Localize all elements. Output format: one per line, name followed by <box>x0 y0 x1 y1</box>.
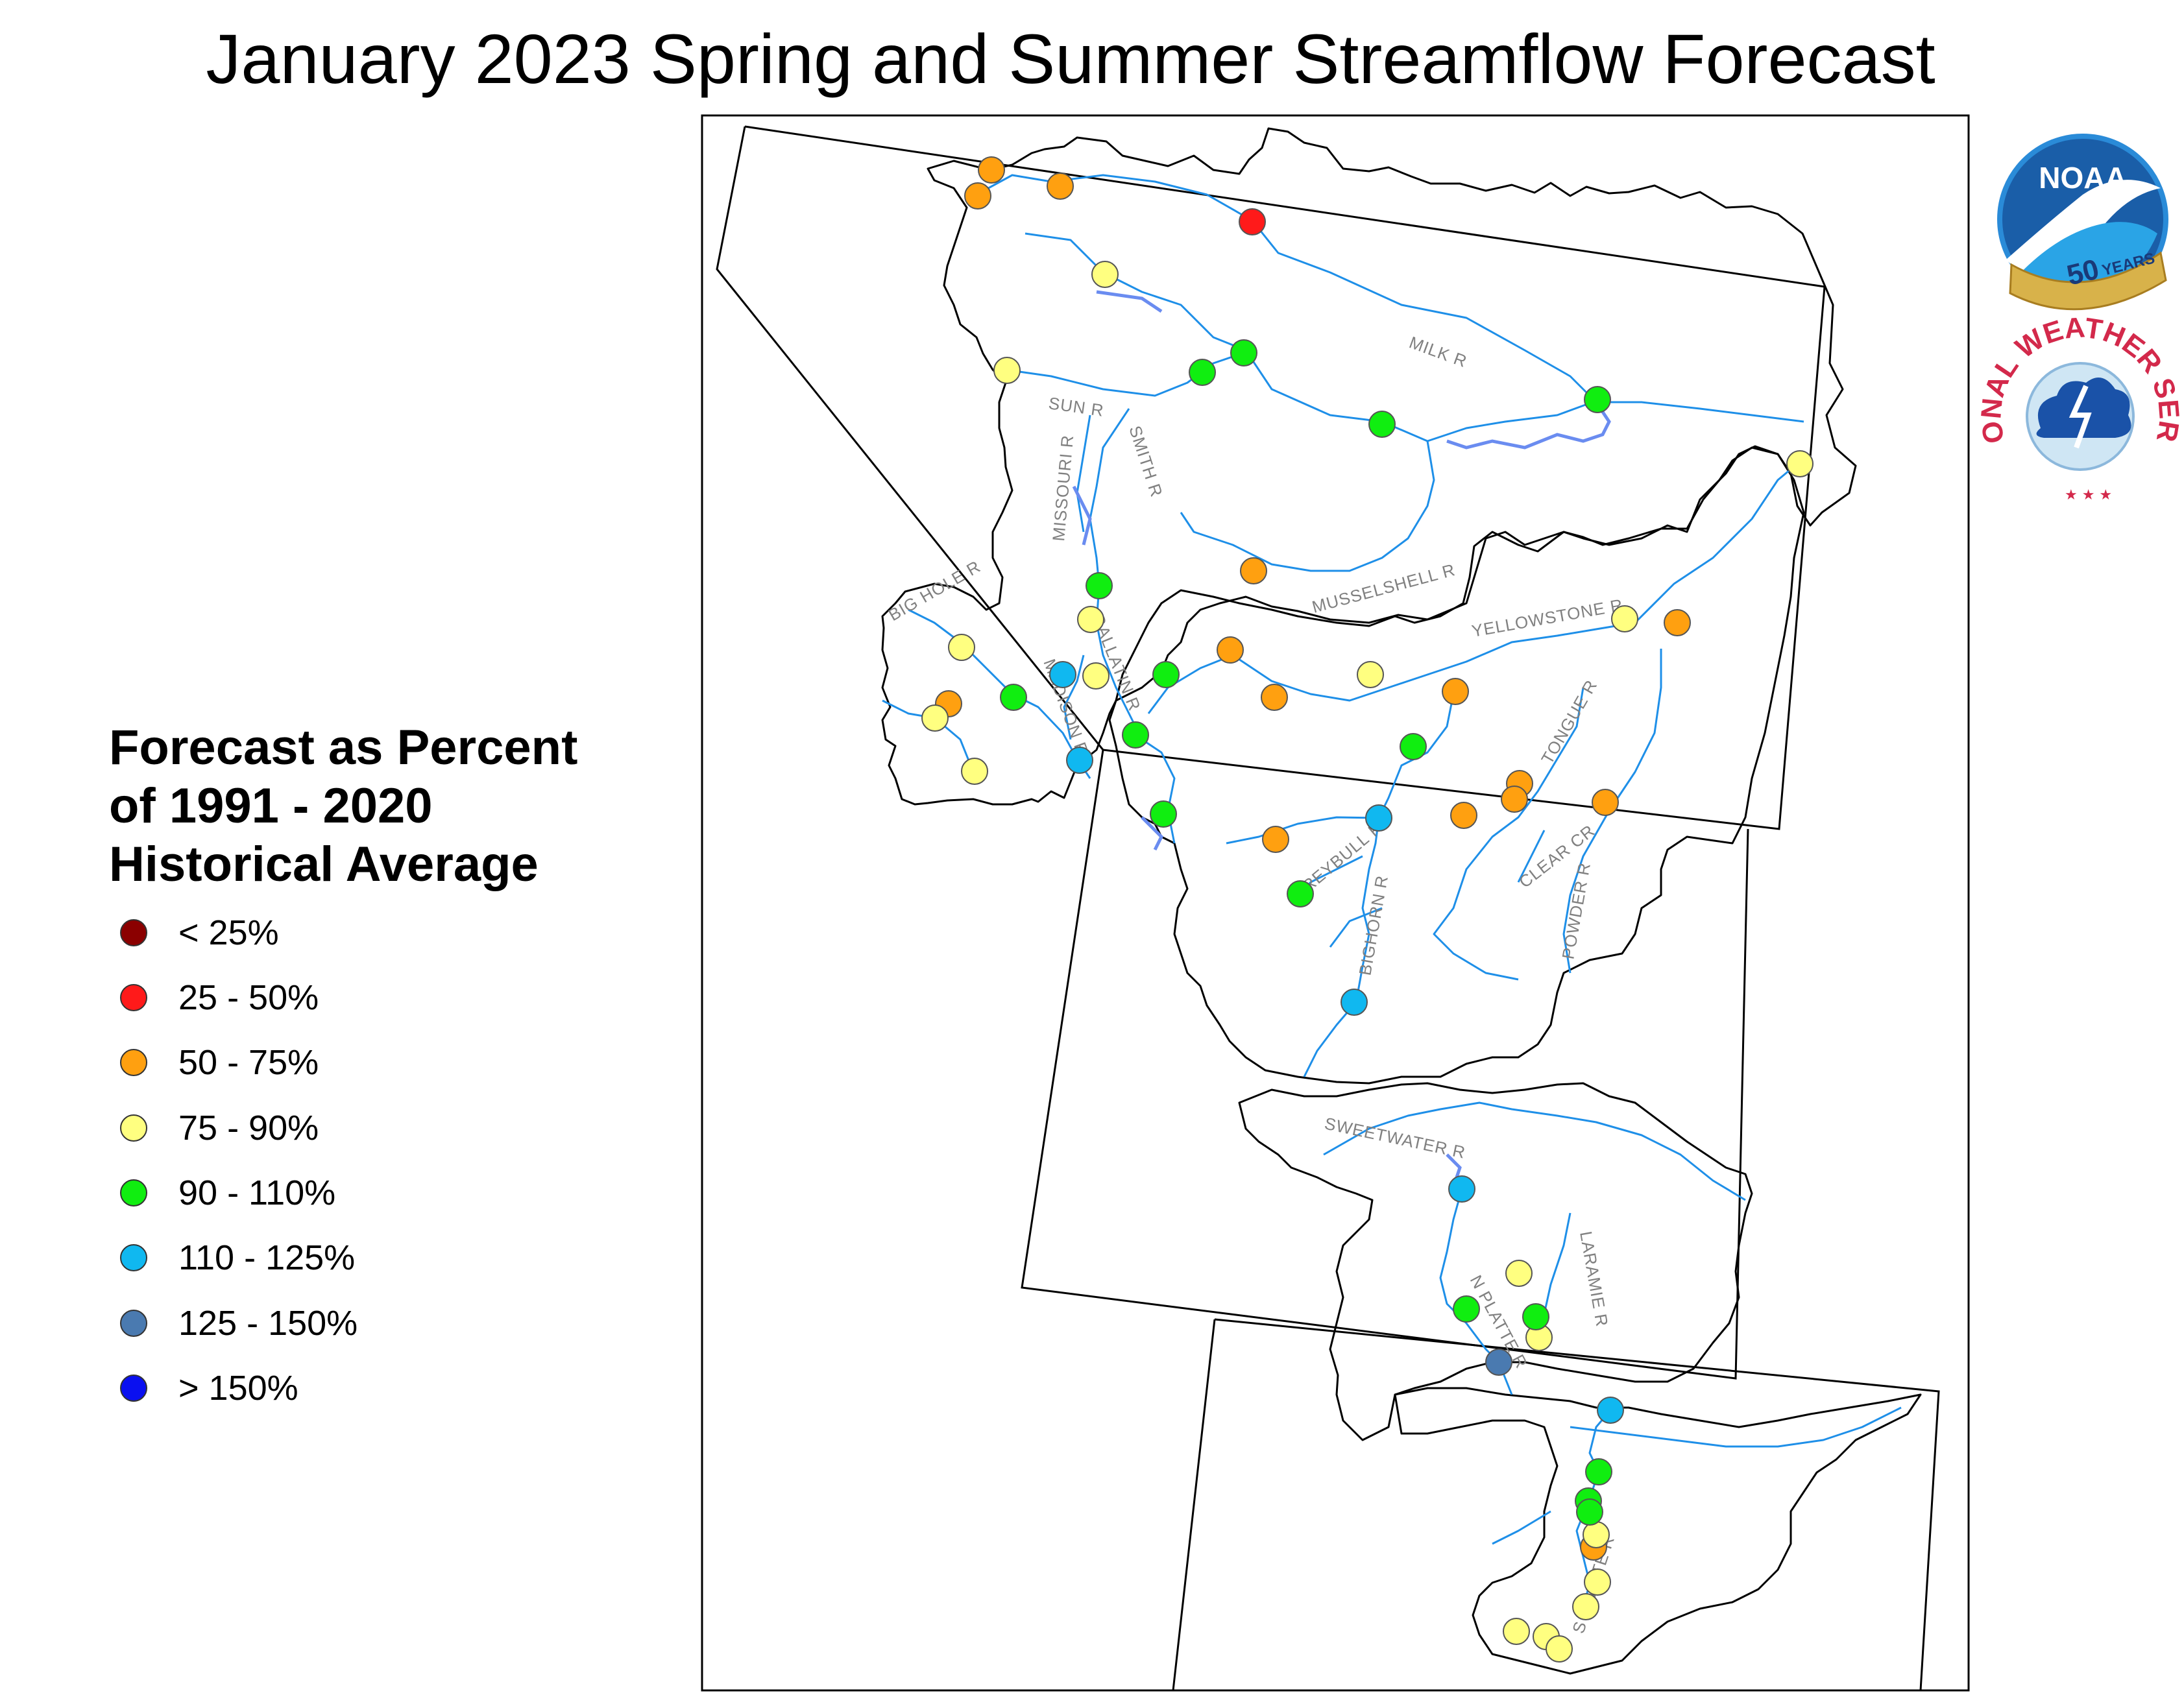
river-label: SMITH R <box>1125 424 1167 500</box>
map-frame <box>701 114 1970 1692</box>
river-label: BIG HOLE R <box>885 557 984 625</box>
forecast-station-point[interactable] <box>1082 662 1110 690</box>
forecast-station-point[interactable] <box>1572 1593 1599 1620</box>
noaa-logo: NOAA 50 YEARS <box>1997 134 2168 311</box>
forecast-station-point[interactable] <box>1049 661 1076 688</box>
forecast-station-point[interactable] <box>1501 786 1528 813</box>
forecast-station-point[interactable] <box>1611 605 1638 632</box>
state-boundaries <box>716 125 1940 1691</box>
forecast-stations <box>921 156 1814 1663</box>
forecast-station-point[interactable] <box>1664 609 1691 636</box>
forecast-station-point[interactable] <box>1400 733 1427 760</box>
river-label: POWDER R <box>1558 861 1594 961</box>
forecast-station-point[interactable] <box>961 758 988 785</box>
legend-label: 125 - 150% <box>178 1304 358 1343</box>
legend-swatch <box>120 919 147 946</box>
forecast-station-point[interactable] <box>1086 572 1113 599</box>
legend-label: 110 - 125% <box>178 1238 356 1277</box>
forecast-station-point[interactable] <box>1357 661 1384 688</box>
forecast-station-point[interactable] <box>1066 747 1093 774</box>
legend-swatch <box>120 1179 147 1207</box>
legend-swatch <box>120 1310 147 1337</box>
noaa-logo-text: NOAA <box>2039 161 2126 195</box>
forecast-station-point[interactable] <box>1261 684 1288 711</box>
river-label: MILK R <box>1407 332 1470 371</box>
legend-title-line: Historical Average <box>109 837 539 892</box>
legend-label: 75 - 90% <box>178 1109 319 1147</box>
forecast-station-point[interactable] <box>1583 1521 1610 1548</box>
forecast-station-point[interactable] <box>1262 826 1289 853</box>
forecast-station-point[interactable] <box>993 357 1021 384</box>
forecast-station-point[interactable] <box>1522 1303 1549 1330</box>
legend-label: < 25% <box>178 913 279 952</box>
reservoirs <box>1072 290 1611 1188</box>
river-labels: MILK R SUN R MISSOURI R SMITH R MUSSELSH… <box>885 332 1625 1635</box>
forecast-station-point[interactable] <box>1365 804 1392 832</box>
forecast-station-point[interactable] <box>1000 684 1027 711</box>
forecast-station-point[interactable] <box>964 182 991 210</box>
forecast-station-point[interactable] <box>1584 1568 1611 1596</box>
forecast-station-point[interactable] <box>1597 1397 1624 1424</box>
legend-label: > 150% <box>178 1369 298 1408</box>
river-label: YELLOWSTONE R <box>1470 595 1625 641</box>
forecast-station-point[interactable] <box>1576 1498 1603 1526</box>
forecast-station-point[interactable] <box>948 634 975 661</box>
forecast-station-point[interactable] <box>1368 411 1396 438</box>
legend-label: 50 - 75% <box>178 1043 319 1082</box>
forecast-station-point[interactable] <box>1485 1349 1512 1376</box>
forecast-station-point[interactable] <box>1453 1295 1480 1323</box>
legend-swatch <box>120 984 147 1011</box>
forecast-station-point[interactable] <box>1592 789 1619 816</box>
legend-swatch <box>120 1375 147 1402</box>
legend-label: 25 - 50% <box>178 978 319 1017</box>
basin-outlines <box>881 127 1922 1675</box>
forecast-station-point[interactable] <box>1091 261 1119 288</box>
forecast-station-point[interactable] <box>1230 339 1257 366</box>
forecast-station-point[interactable] <box>1585 1458 1612 1485</box>
nws-logo-text: NATIONAL WEATHER SERVICE <box>0 0 2184 446</box>
page-title: January 2023 Spring and Summer Streamflo… <box>206 19 1935 98</box>
forecast-station-point[interactable] <box>1450 802 1477 829</box>
forecast-station-point[interactable] <box>1546 1635 1573 1663</box>
forecast-station-point[interactable] <box>1152 661 1180 688</box>
forecast-station-point[interactable] <box>1287 880 1314 907</box>
legend-label: 90 - 110% <box>178 1173 336 1212</box>
nws-logo: NATIONAL WEATHER SERVICE ★ ★ ★ <box>0 0 2184 503</box>
river-label: BIGHORN R <box>1355 874 1392 977</box>
legend-swatch <box>120 1244 147 1271</box>
nws-stars-icon: ★ ★ ★ <box>2065 487 2112 503</box>
forecast-station-point[interactable] <box>1122 721 1149 749</box>
forecast-station-point[interactable] <box>1239 208 1266 235</box>
legend-swatch <box>120 1114 147 1142</box>
legend-title: Forecast as Percent of 1991 - 2020 Histo… <box>109 719 693 894</box>
river-network <box>882 174 1902 1609</box>
forecast-station-point[interactable] <box>1189 359 1216 386</box>
forecast-station-point[interactable] <box>1505 1260 1533 1287</box>
forecast-station-point[interactable] <box>1448 1175 1475 1203</box>
forecast-station-point[interactable] <box>1217 636 1244 664</box>
forecast-station-point[interactable] <box>978 156 1005 184</box>
legend-title-line: Forecast as Percent <box>109 720 578 775</box>
river-label: LARAMIE R <box>1576 1230 1612 1328</box>
river-label: TONGUE R <box>1537 677 1601 767</box>
river-label: SUN R <box>1047 393 1105 420</box>
forecast-station-point[interactable] <box>1047 173 1074 200</box>
river-label: MUSSELSHELL R <box>1310 560 1457 617</box>
forecast-station-point[interactable] <box>1584 386 1611 413</box>
forecast-station-point[interactable] <box>1077 606 1104 633</box>
forecast-station-point[interactable] <box>1503 1618 1530 1645</box>
legend-swatch <box>120 1049 147 1076</box>
forecast-station-point[interactable] <box>1442 678 1469 705</box>
legend-title-line: of 1991 - 2020 <box>109 778 433 834</box>
forecast-station-point[interactable] <box>1786 450 1814 477</box>
forecast-station-point[interactable] <box>1341 989 1368 1016</box>
noaa-anniversary-number: 50 <box>2064 253 2102 291</box>
forecast-station-point[interactable] <box>921 704 949 732</box>
forecast-station-point[interactable] <box>1150 800 1177 828</box>
forecast-station-point[interactable] <box>1240 557 1267 584</box>
